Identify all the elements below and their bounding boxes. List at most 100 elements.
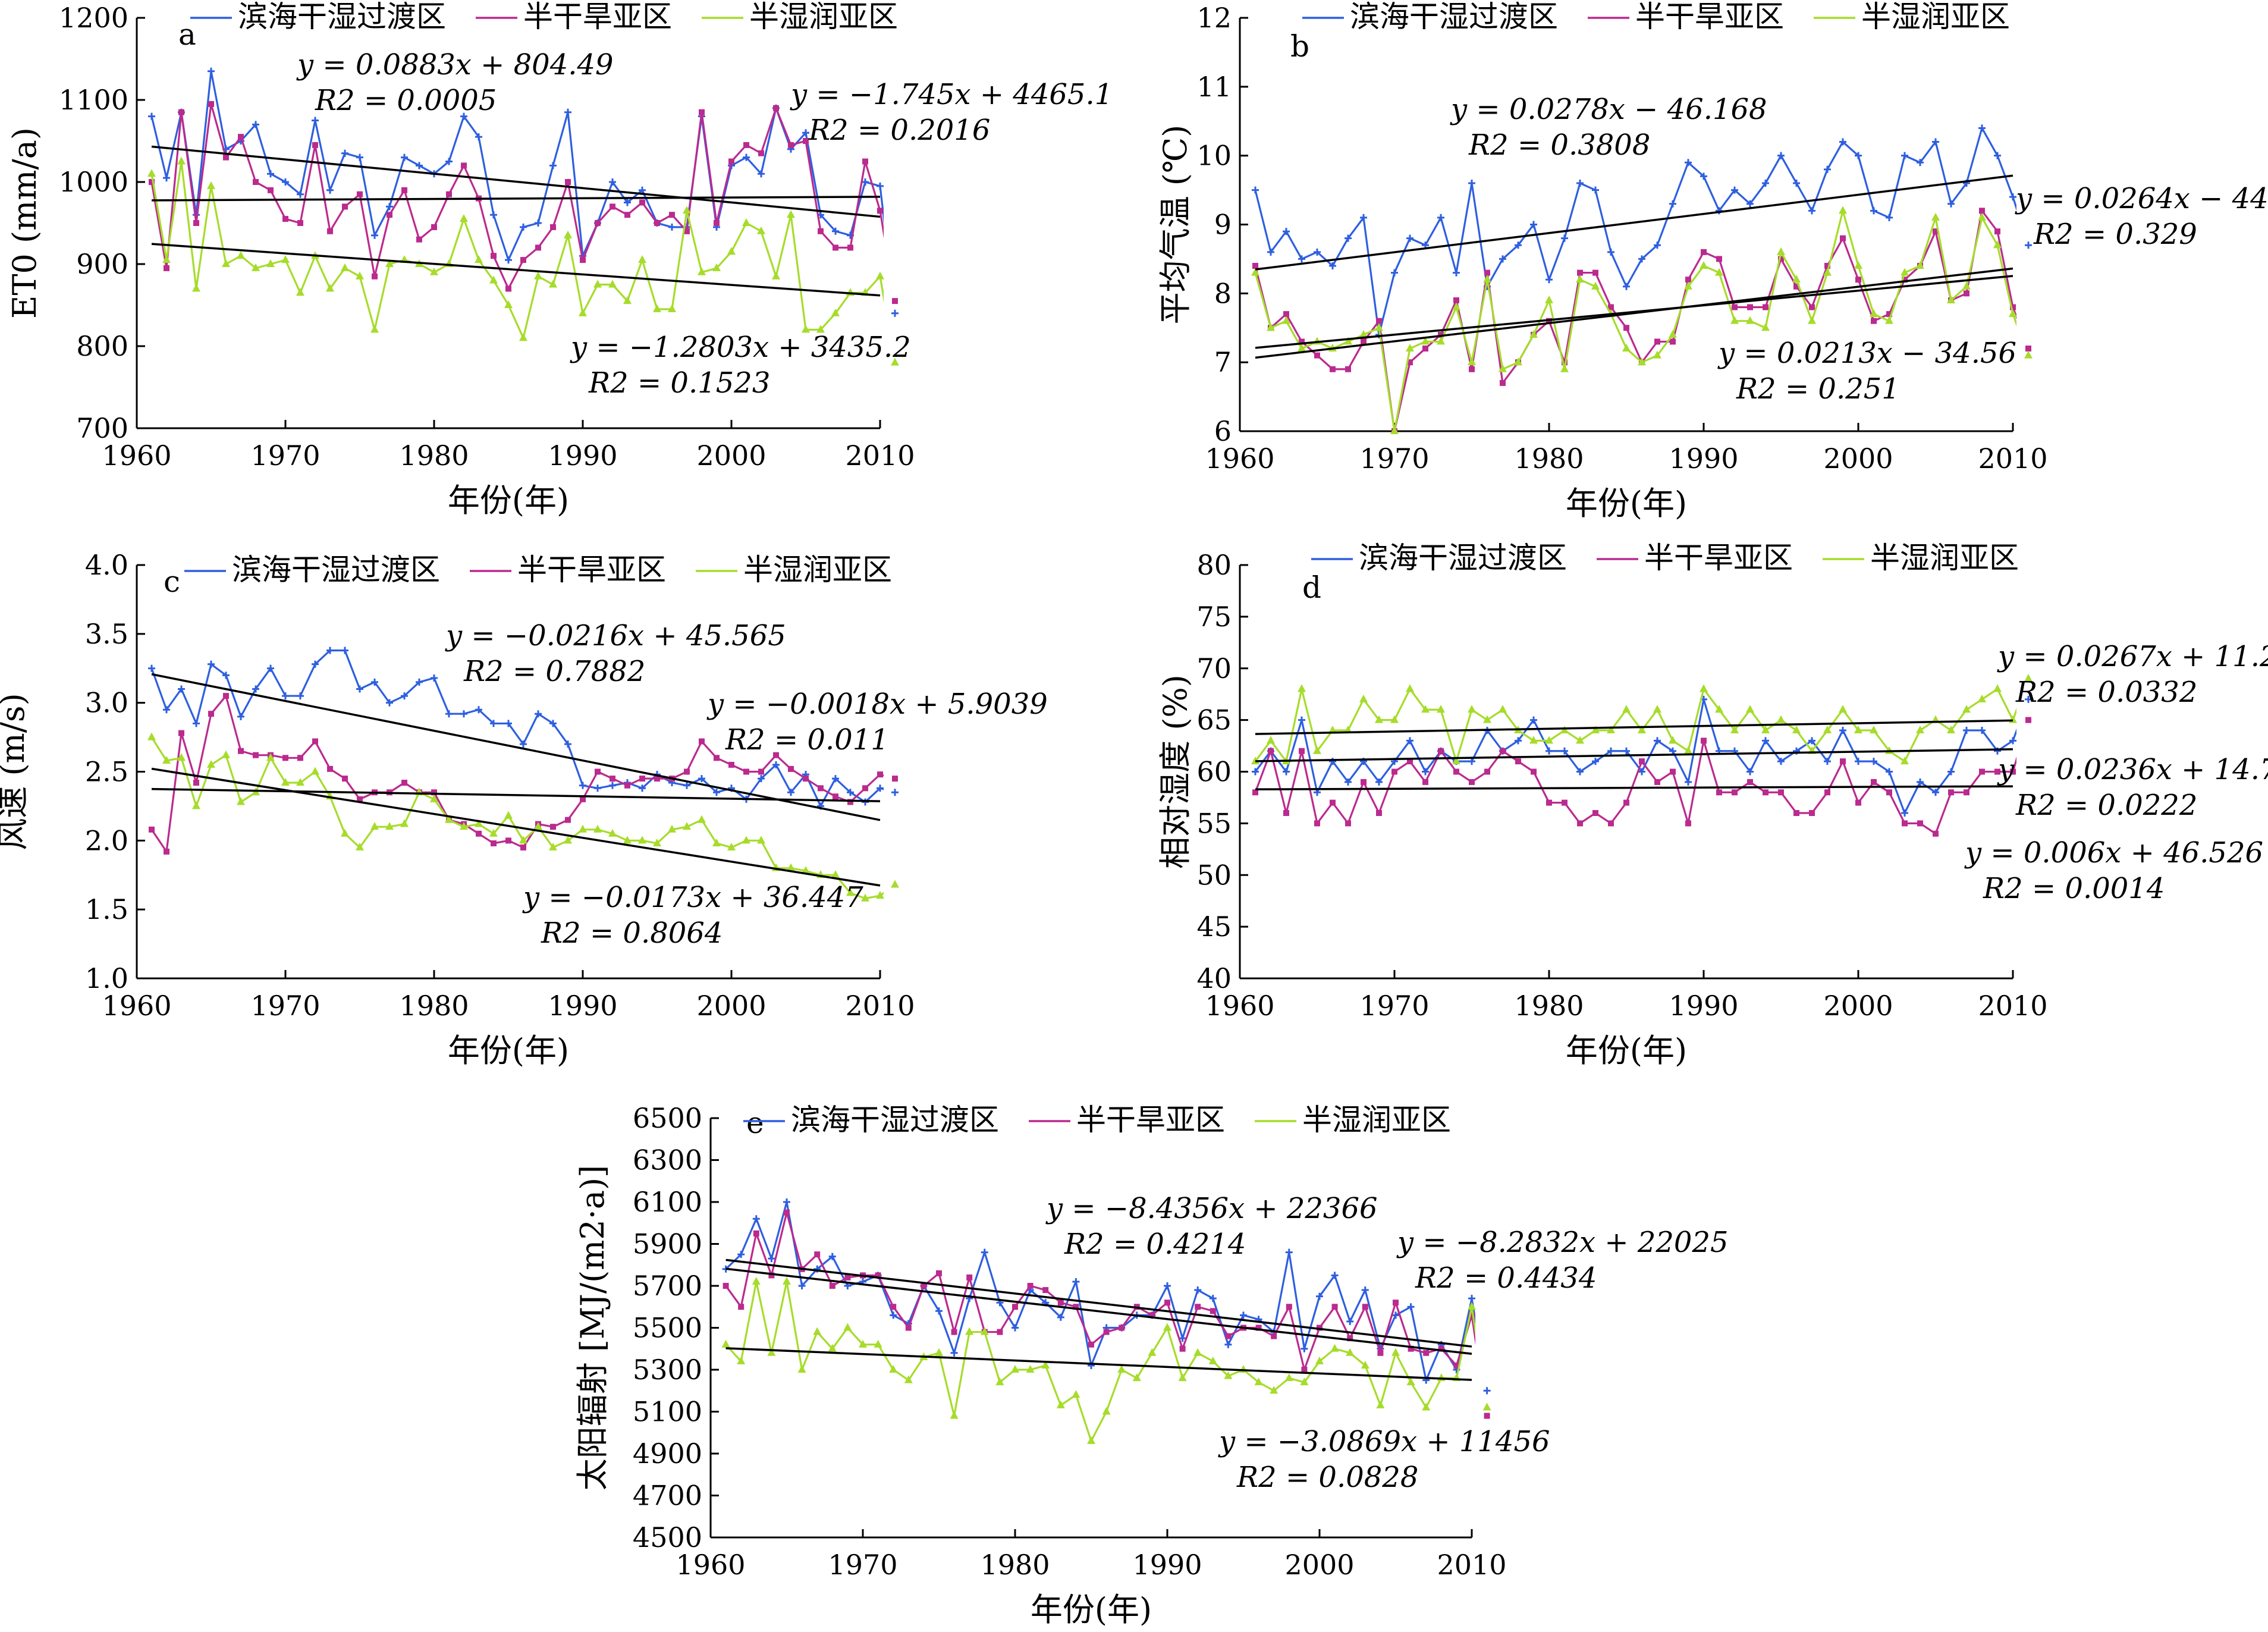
data-point — [1993, 240, 2002, 249]
series-line-2 — [1254, 207, 2016, 432]
data-point — [1901, 268, 1909, 276]
trend-equation: y = 0.0236x + 14.734 — [1997, 753, 2268, 786]
data-point — [1978, 212, 1986, 221]
data-point — [2009, 193, 2016, 201]
data-point — [742, 836, 750, 844]
x-tick-label: 1990 — [1669, 442, 1738, 475]
trend-equation: y = 0.0278x − 46.168 — [1450, 93, 1767, 126]
y-axis-label: 平均气温 (℃) — [1157, 125, 1194, 325]
data-point — [1638, 726, 1646, 733]
data-point — [549, 162, 557, 170]
data-point — [654, 220, 660, 226]
data-point — [222, 671, 230, 679]
data-point — [1483, 1387, 1491, 1395]
data-point — [891, 357, 899, 366]
data-point — [386, 699, 393, 707]
data-point — [818, 785, 824, 792]
data-point — [1886, 789, 1892, 796]
data-point — [282, 216, 288, 222]
data-point — [1438, 1345, 1444, 1352]
trend-r-squared: R2 = 0.8064 — [541, 917, 723, 950]
data-point — [831, 870, 840, 878]
data-point — [1839, 727, 1846, 734]
data-point — [1591, 726, 1600, 733]
legend-label: 半湿润亚区 — [743, 553, 892, 587]
data-point — [773, 105, 779, 111]
chart-panel-e: 4500 4700 4900 5100 5300 5500 5700 5900 6100 6300… — [574, 1102, 1729, 1628]
trend-equation: y = 0.0213x − 34.56 — [1717, 337, 2016, 370]
data-point — [1978, 694, 1986, 702]
trend-equation: y = 0.0883x + 804.49 — [296, 48, 614, 81]
data-point — [890, 1311, 897, 1319]
data-point — [1762, 737, 1769, 745]
data-point — [1012, 1304, 1018, 1310]
data-point — [1762, 180, 1769, 187]
trend-r-squared: R2 = 0.011 — [725, 723, 889, 757]
data-point — [326, 186, 334, 194]
legend-label: 半湿润亚区 — [749, 0, 898, 34]
data-point — [504, 300, 513, 308]
y-tick-label: 5300 — [633, 1354, 702, 1386]
data-point — [1408, 1345, 1414, 1352]
data-point — [1855, 277, 1861, 283]
data-point — [1361, 779, 1367, 785]
data-point — [1917, 820, 1923, 827]
data-point — [723, 1283, 729, 1289]
data-point — [490, 211, 497, 219]
data-point — [1484, 269, 1490, 276]
trend-r-squared: R2 = 0.0222 — [2015, 789, 2197, 822]
data-point — [252, 121, 259, 128]
x-tick-label: 2010 — [1978, 990, 2047, 1022]
data-point — [1453, 297, 1459, 303]
trend-r-squared: R2 = 0.251 — [1736, 372, 1900, 406]
data-point — [861, 893, 869, 902]
data-point — [737, 1356, 746, 1364]
data-point — [1947, 726, 1955, 733]
data-point — [297, 692, 304, 700]
data-point — [728, 158, 734, 165]
data-point — [549, 280, 557, 288]
data-point — [1406, 234, 1413, 242]
data-point — [1670, 768, 1676, 775]
data-point — [400, 819, 409, 827]
data-point — [1313, 746, 1321, 754]
data-point — [223, 154, 229, 161]
legend-label: 半湿润亚区 — [1302, 1103, 1451, 1137]
data-point — [1823, 726, 1832, 733]
data-point — [1056, 1400, 1065, 1408]
data-point — [564, 108, 571, 116]
data-point — [1840, 235, 1846, 241]
data-point — [1808, 207, 1815, 215]
data-point — [1747, 779, 1753, 785]
data-point — [1316, 1292, 1323, 1300]
data-point — [1298, 255, 1305, 263]
data-point — [1499, 255, 1506, 263]
data-point — [1375, 715, 1383, 723]
data-point — [1240, 1311, 1247, 1319]
data-point — [1072, 1278, 1080, 1285]
data-point — [342, 203, 348, 210]
data-point — [1839, 705, 1847, 713]
data-point — [798, 1282, 806, 1289]
data-point — [752, 1215, 760, 1223]
trend-equation: y = 0.0264x − 44.703 — [2015, 182, 2268, 215]
data-point — [475, 133, 482, 141]
data-point — [783, 1198, 790, 1206]
data-point — [208, 660, 215, 668]
data-point — [951, 1329, 957, 1335]
data-point — [446, 191, 452, 197]
data-point — [1500, 748, 1506, 754]
data-point — [757, 836, 765, 844]
trend-line — [151, 145, 881, 218]
data-point — [1194, 1286, 1202, 1294]
y-tick-label: 40 — [1196, 962, 1232, 994]
data-point — [743, 142, 749, 148]
data-point — [1328, 726, 1337, 733]
y-tick-label: 900 — [76, 248, 128, 280]
data-point — [758, 768, 764, 775]
data-point — [1390, 715, 1399, 723]
data-point — [1715, 268, 1723, 276]
data-point — [1407, 1303, 1415, 1311]
data-point — [1073, 1304, 1079, 1310]
data-point — [683, 206, 691, 214]
